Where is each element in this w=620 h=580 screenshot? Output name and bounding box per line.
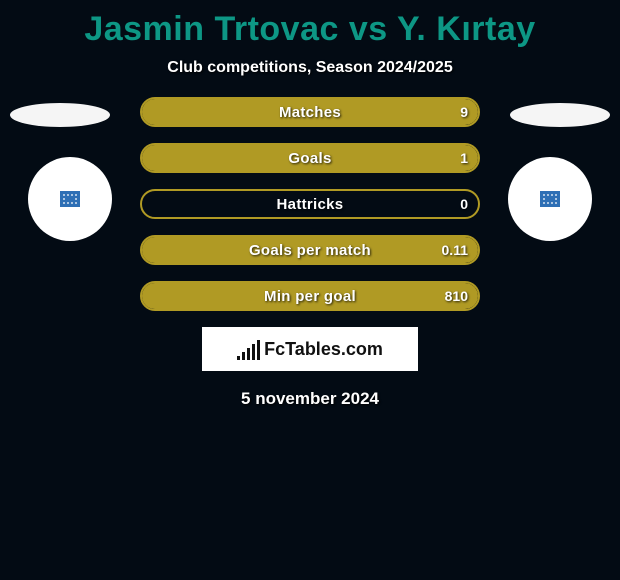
page-title: Jasmin Trtovac vs Y. Kırtay (0, 0, 620, 49)
stat-row: Hattricks0 (140, 189, 480, 219)
logo-box: FcTables.com (202, 327, 418, 371)
logo-bar (242, 352, 245, 360)
date-text: 5 november 2024 (0, 389, 620, 409)
stat-label: Goals per match (142, 237, 478, 263)
player-right-ellipse (510, 103, 610, 127)
stat-value-right: 0.11 (442, 237, 468, 263)
logo-text: FcTables.com (264, 339, 383, 360)
stat-row: Matches9 (140, 97, 480, 127)
stat-label: Goals (142, 145, 478, 171)
subtitle: Club competitions, Season 2024/2025 (0, 59, 620, 77)
stat-value-right: 9 (460, 99, 468, 125)
placeholder-icon (540, 191, 560, 207)
stat-row: Goals per match0.11 (140, 235, 480, 265)
player-right-avatar (508, 157, 592, 241)
stat-label: Matches (142, 99, 478, 125)
stat-row: Min per goal810 (140, 281, 480, 311)
stat-label: Hattricks (142, 191, 478, 217)
stat-row: Goals1 (140, 143, 480, 173)
player-left-avatar (28, 157, 112, 241)
placeholder-icon (60, 191, 80, 207)
logo-bars-icon (237, 338, 260, 360)
stats-rows: Matches9Goals1Hattricks0Goals per match0… (140, 97, 480, 311)
logo-bar (247, 348, 250, 360)
logo-bar (257, 340, 260, 360)
stat-value-right: 0 (460, 191, 468, 217)
logo-bar (237, 356, 240, 360)
comparison-stage: Matches9Goals1Hattricks0Goals per match0… (0, 97, 620, 409)
player-left-ellipse (10, 103, 110, 127)
logo-bar (252, 344, 255, 360)
stat-label: Min per goal (142, 283, 478, 309)
stat-value-right: 1 (460, 145, 468, 171)
stat-value-right: 810 (445, 283, 468, 309)
